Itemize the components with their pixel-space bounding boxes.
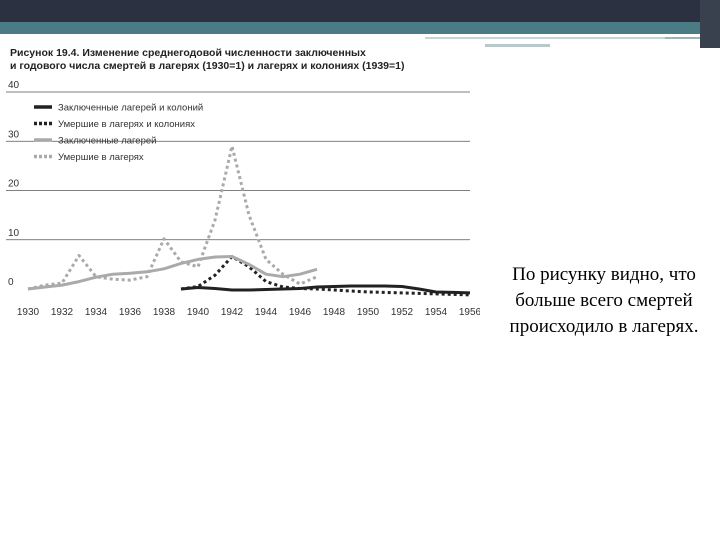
x-tick-label: 1954 xyxy=(425,307,448,318)
series-line-1 xyxy=(180,284,471,295)
slide-top-bar xyxy=(0,0,720,22)
chart-title: Рисунок 19.4. Изменение среднегодовой чи… xyxy=(10,47,480,73)
legend-label: Заключенные лагерей xyxy=(58,136,156,147)
x-tick-label: 1940 xyxy=(187,307,210,318)
y-tick-label: 20 xyxy=(8,179,20,190)
x-tick-label: 1946 xyxy=(289,307,312,318)
chart-title-line-1: Рисунок 19.4. Изменение среднегодовой чи… xyxy=(10,47,366,59)
x-axis-ticks: 1930 1932 1934 1936 1938 1940 1942 1944 1946 1948… xyxy=(17,307,480,318)
series-line-3 xyxy=(27,255,318,291)
x-tick-label: 1944 xyxy=(255,307,278,318)
x-tick-label: 1938 xyxy=(153,307,176,318)
legend-label: Умершие в лагерях и колониях xyxy=(58,119,195,130)
y-tick-label: 30 xyxy=(8,129,20,140)
x-tick-label: 1932 xyxy=(51,307,74,318)
decorative-rule xyxy=(425,37,665,39)
x-tick-label: 1952 xyxy=(391,307,414,318)
y-tick-label: 0 xyxy=(8,277,14,288)
chart-grid: 0 10 20 30 40 xyxy=(6,80,470,288)
y-tick-label: 40 xyxy=(8,80,20,91)
x-tick-label: 1948 xyxy=(323,307,346,318)
decorative-rule xyxy=(485,44,550,47)
x-tick-label: 1936 xyxy=(119,307,142,318)
slide-accent-bar xyxy=(0,22,720,34)
chart-series xyxy=(27,144,471,297)
y-tick-label: 10 xyxy=(8,228,20,239)
decorative-rule xyxy=(665,37,700,39)
legend-label: Заключенные лагерей и колоний xyxy=(58,103,203,114)
x-tick-label: 1934 xyxy=(85,307,108,318)
x-tick-label: 1956 xyxy=(459,307,480,318)
slide-corner-block xyxy=(700,0,720,48)
chart-legend: Заключенные лагерей и колоний Умершие в л… xyxy=(34,103,203,163)
x-tick-label: 1950 xyxy=(357,307,380,318)
slide-caption: По рисунку видно, что больше всего смерт… xyxy=(509,264,699,337)
legend-label: Умершие в лагерях xyxy=(58,152,144,163)
x-tick-label: 1930 xyxy=(17,307,40,318)
series-line-4 xyxy=(27,144,318,291)
chart-title-line-2: и годового числа смертей в лагерях (1930… xyxy=(10,60,405,72)
x-tick-label: 1942 xyxy=(221,307,244,318)
